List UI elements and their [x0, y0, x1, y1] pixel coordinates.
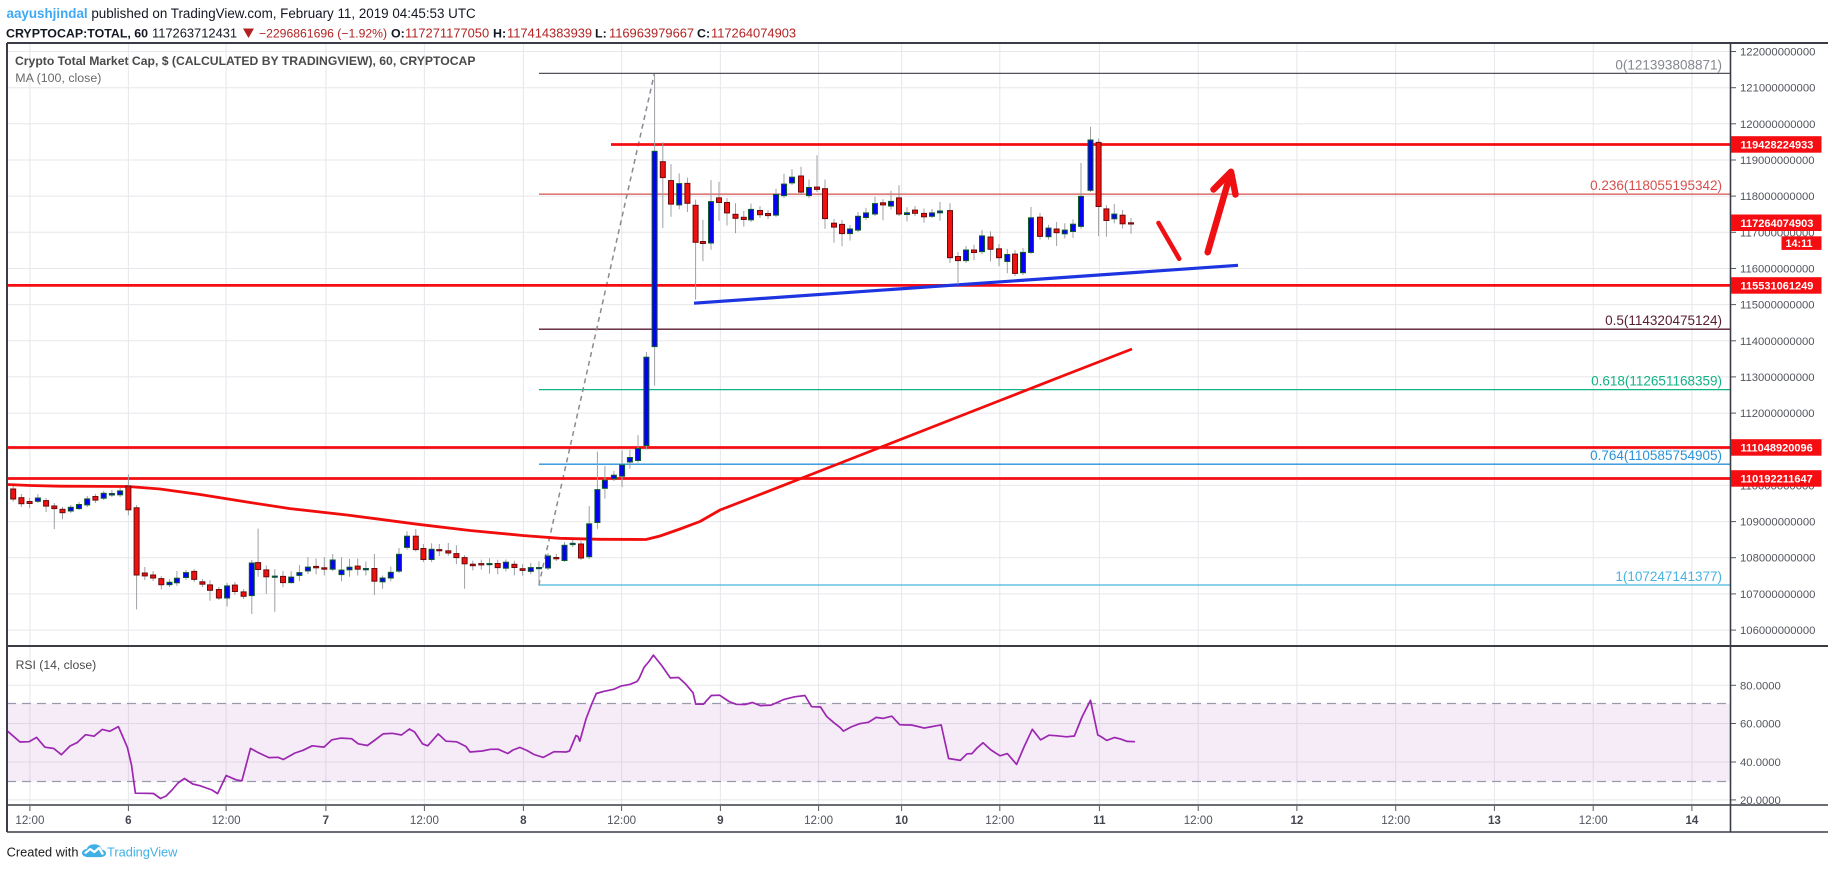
svg-text:20.0000: 20.0000 — [1740, 795, 1781, 807]
svg-text:TradingView: TradingView — [107, 845, 178, 860]
svg-text:0.5(114320475124): 0.5(114320475124) — [1605, 313, 1722, 328]
svg-text:12:00: 12:00 — [15, 814, 44, 827]
svg-text:MA (100, close): MA (100, close) — [15, 71, 101, 85]
svg-text:14:11: 14:11 — [1786, 238, 1813, 250]
svg-text:115531061249: 115531061249 — [1741, 281, 1814, 293]
svg-text:Crypto Total Market Cap, $ (CA: Crypto Total Market Cap, $ (CALCULATED B… — [15, 54, 475, 68]
svg-text:12:00: 12:00 — [410, 814, 439, 827]
svg-text:12:00: 12:00 — [212, 814, 241, 827]
svg-text:116000000000: 116000000000 — [1740, 264, 1815, 276]
svg-text:13: 13 — [1488, 814, 1501, 827]
svg-text:111048920096: 111048920096 — [1741, 443, 1813, 455]
svg-text:8: 8 — [520, 814, 527, 827]
svg-text:7: 7 — [323, 814, 329, 827]
svg-text:RSI (14, close): RSI (14, close) — [16, 658, 97, 672]
svg-text:113000000000: 113000000000 — [1740, 372, 1815, 384]
svg-text:108000000000: 108000000000 — [1740, 553, 1815, 565]
svg-text:6: 6 — [125, 814, 132, 827]
svg-text:14: 14 — [1685, 814, 1698, 827]
svg-text:12:00: 12:00 — [1579, 814, 1608, 827]
svg-text:0.764(110585754905): 0.764(110585754905) — [1590, 448, 1722, 463]
svg-text:107000000000: 107000000000 — [1740, 589, 1815, 601]
svg-text:−2296861696 (−1.92%): −2296861696 (−1.92%) — [259, 27, 387, 41]
svg-text:CRYPTOCAP:TOTAL, 60: CRYPTOCAP:TOTAL, 60 — [6, 27, 148, 41]
svg-text:Created with: Created with — [7, 845, 79, 860]
svg-text:O:: O: — [391, 27, 405, 41]
svg-text:12:00: 12:00 — [804, 814, 833, 827]
svg-text:117264074903: 117264074903 — [711, 26, 796, 41]
svg-text:H:: H: — [493, 27, 506, 41]
svg-text:112000000000: 112000000000 — [1740, 408, 1815, 420]
svg-text:117271177050: 117271177050 — [405, 26, 489, 41]
svg-text:122000000000: 122000000000 — [1740, 47, 1815, 59]
svg-text:114000000000: 114000000000 — [1740, 336, 1815, 348]
svg-text:80.0000: 80.0000 — [1740, 680, 1781, 692]
svg-text:0.236(118055195342): 0.236(118055195342) — [1590, 178, 1722, 193]
svg-text:10: 10 — [895, 814, 908, 827]
svg-text:12: 12 — [1290, 814, 1303, 827]
svg-text:11: 11 — [1093, 814, 1106, 827]
svg-text:119428224933: 119428224933 — [1741, 140, 1814, 152]
svg-text:12:00: 12:00 — [607, 814, 636, 827]
svg-text:aayushjindal published on Trad: aayushjindal published on TradingView.co… — [7, 6, 477, 21]
svg-text:119000000000: 119000000000 — [1740, 155, 1815, 167]
svg-text:110192211647: 110192211647 — [1741, 474, 1813, 486]
svg-text:9: 9 — [717, 814, 724, 827]
svg-text:60.0000: 60.0000 — [1740, 719, 1781, 731]
svg-text:115000000000: 115000000000 — [1740, 300, 1815, 312]
svg-text:12:00: 12:00 — [1184, 814, 1213, 827]
svg-text:40.0000: 40.0000 — [1740, 757, 1781, 769]
svg-text:0(121393808871): 0(121393808871) — [1615, 57, 1722, 72]
svg-text:C:: C: — [697, 27, 710, 41]
svg-text:L:: L: — [595, 27, 607, 41]
svg-text:117414383939: 117414383939 — [507, 26, 592, 41]
svg-text:0.618(112651168359): 0.618(112651168359) — [1591, 374, 1722, 389]
svg-text:106000000000: 106000000000 — [1740, 625, 1815, 637]
svg-text:117264074903: 117264074903 — [1741, 218, 1814, 230]
svg-text:117263712431: 117263712431 — [152, 26, 237, 41]
svg-text:1(107247141377): 1(107247141377) — [1615, 569, 1722, 584]
svg-text:118000000000: 118000000000 — [1740, 191, 1815, 203]
svg-text:121000000000: 121000000000 — [1740, 83, 1815, 95]
svg-text:109000000000: 109000000000 — [1740, 517, 1815, 529]
svg-text:120000000000: 120000000000 — [1740, 119, 1815, 131]
svg-text:116963979667: 116963979667 — [609, 26, 694, 41]
svg-text:12:00: 12:00 — [1381, 814, 1410, 827]
svg-text:12:00: 12:00 — [985, 814, 1014, 827]
